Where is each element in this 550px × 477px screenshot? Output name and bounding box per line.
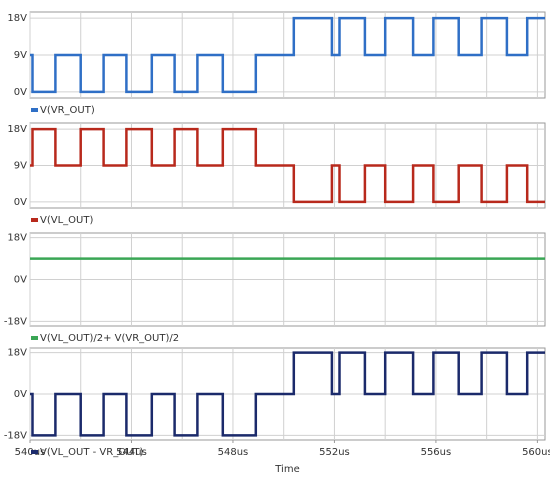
y-tick-label: 0V <box>14 197 27 208</box>
y-tick-label: 18V <box>7 124 27 135</box>
legend-swatch <box>31 218 38 222</box>
x-tick-label: 540us <box>15 447 46 458</box>
legend-swatch <box>31 108 38 112</box>
y-tick-label: 0V <box>14 275 27 286</box>
x-tick-label: 560us <box>522 447 550 458</box>
x-axis-label: Time <box>274 464 299 475</box>
legend-swatch <box>31 450 38 454</box>
y-tick-label: 18V <box>7 233 27 244</box>
y-tick-label: -18V <box>4 430 27 441</box>
x-tick-label: 556us <box>421 447 452 458</box>
y-tick-label: 0V <box>14 389 27 400</box>
legend-label: V(VL_OUT - VR_OUT) <box>40 447 144 458</box>
x-tick-label: 548us <box>218 447 249 458</box>
y-tick-label: 9V <box>14 161 27 172</box>
y-tick-label: 9V <box>14 50 27 61</box>
y-tick-label: 18V <box>7 348 27 359</box>
x-tick-label: 552us <box>319 447 350 458</box>
legend-label: V(VL_OUT) <box>40 215 93 226</box>
y-tick-label: -18V <box>4 316 27 327</box>
y-tick-label: 0V <box>14 87 27 98</box>
legend-swatch <box>31 336 38 340</box>
y-tick-label: 18V <box>7 13 27 24</box>
legend-label: V(VR_OUT) <box>40 105 95 116</box>
legend-label: V(VL_OUT)/2+ V(VR_OUT)/2 <box>40 333 179 344</box>
trace <box>30 127 545 204</box>
trace <box>30 16 545 94</box>
trace <box>30 351 545 437</box>
x-tick-label: 544us <box>116 447 147 458</box>
